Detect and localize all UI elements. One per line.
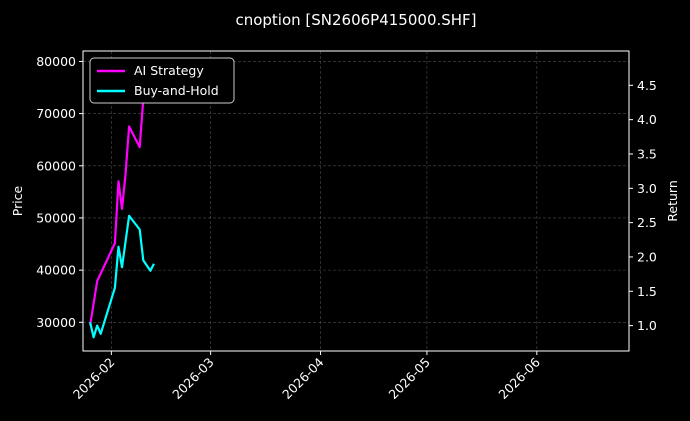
y2-axis-label: Return (665, 180, 680, 221)
y2-tick-label: 4.5 (637, 78, 657, 93)
y2-tick-label: 1.0 (637, 318, 657, 333)
y2-tick-label: 2.5 (637, 215, 657, 230)
legend: AI Strategy Buy-and-Hold (89, 57, 235, 104)
series-line-buy-and-hold (89, 214, 155, 339)
y2-tick-label: 2.0 (637, 249, 657, 264)
y-tick-label: 80000 (36, 54, 76, 69)
y2-tick-label: 1.5 (637, 284, 657, 299)
plot-frame (82, 50, 630, 352)
y2-tick-label: 3.5 (637, 146, 657, 161)
y2-tick-label: 4.0 (637, 112, 657, 127)
legend-box (89, 57, 235, 104)
y-tick-label: 60000 (36, 158, 76, 173)
grid-layer (83, 51, 629, 351)
y-axis-label: Price (10, 185, 25, 216)
y-tick-label: 40000 (36, 263, 76, 278)
y-tick-label: 70000 (36, 106, 76, 121)
y-tick-label: 30000 (36, 315, 76, 330)
y2-tick-label: 3.0 (637, 181, 657, 196)
chart-title: cnoption [SN2606P415000.SHF] (235, 11, 476, 29)
legend-label-buy-and-hold: Buy-and-Hold (134, 83, 219, 98)
y-tick-label: 50000 (36, 210, 76, 225)
legend-label-ai-strategy: AI Strategy (134, 63, 204, 78)
